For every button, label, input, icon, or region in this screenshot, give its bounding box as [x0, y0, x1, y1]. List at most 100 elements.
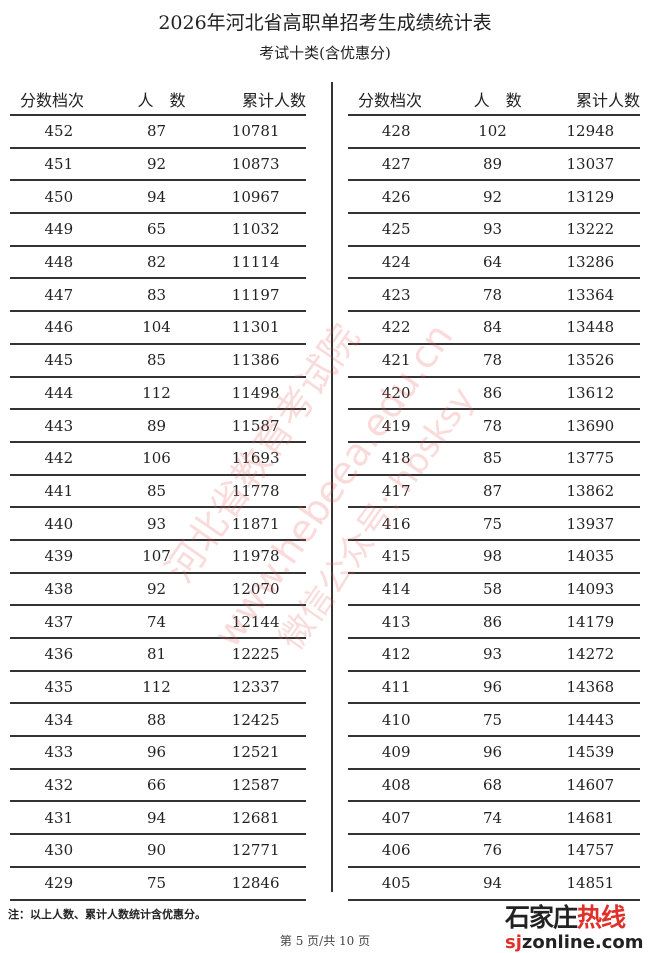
- cell-count: 65: [146, 220, 167, 239]
- cell-score: 421: [381, 351, 411, 370]
- table-row: 448 82 11114: [10, 247, 306, 280]
- cell-score: 407: [381, 808, 411, 827]
- cell-score: 445: [44, 351, 74, 370]
- cell-count: 85: [146, 481, 167, 500]
- score-table-left: 分数档次 人 数 累计人数 452 87 10781 451 92 10873 450 94 1…: [10, 84, 306, 901]
- cell-cumulative: 11871: [231, 514, 280, 533]
- cell-count: 98: [482, 547, 503, 566]
- table-row: 405 94 14851: [348, 868, 640, 901]
- cell-cumulative: 14681: [566, 808, 615, 827]
- cell-count: 92: [146, 155, 167, 174]
- cell-cumulative: 11032: [231, 220, 280, 239]
- cell-score: 440: [44, 514, 74, 533]
- cell-score: 435: [44, 678, 74, 697]
- table-row: 439 107 11978: [10, 541, 306, 574]
- table-row: 447 83 11197: [10, 279, 306, 313]
- table-row: 416 75 13937: [348, 508, 640, 541]
- cell-cumulative: 14179: [566, 612, 615, 631]
- table-row: 428 102 12948: [348, 116, 640, 149]
- cell-cumulative: 11386: [231, 351, 280, 370]
- cell-count: 84: [482, 318, 503, 337]
- header-count: 人 数: [473, 91, 522, 110]
- table-row: 442 106 11693: [10, 443, 306, 476]
- table-row: 434 88 12425: [10, 704, 306, 738]
- cell-cumulative: 13937: [566, 514, 615, 533]
- table-header: 分数档次 人 数 累计人数: [348, 84, 640, 116]
- cell-score: 431: [44, 808, 74, 827]
- cell-score: 411: [381, 678, 411, 697]
- cell-cumulative: 11114: [231, 253, 280, 272]
- cell-count: 102: [478, 122, 507, 141]
- cell-score: 420: [381, 383, 411, 402]
- cell-count: 87: [146, 122, 167, 141]
- cell-count: 94: [482, 874, 503, 893]
- cell-count: 93: [482, 645, 503, 664]
- cell-score: 410: [381, 710, 411, 729]
- cell-cumulative: 14443: [566, 710, 615, 729]
- cell-cumulative: 12225: [231, 645, 280, 664]
- cell-count: 85: [146, 351, 167, 370]
- cell-score: 405: [381, 874, 411, 893]
- cell-cumulative: 13286: [566, 253, 615, 272]
- table-row: 444 112 11498: [10, 378, 306, 411]
- cell-count: 86: [482, 612, 503, 631]
- cell-cumulative: 12771: [231, 841, 280, 860]
- cell-count: 86: [482, 383, 503, 402]
- table-row: 409 96 14539: [348, 737, 640, 770]
- cell-cumulative: 12144: [231, 612, 280, 631]
- cell-count: 81: [146, 645, 167, 664]
- logo-text: sj: [505, 932, 522, 953]
- cell-score: 429: [44, 874, 74, 893]
- cell-count: 68: [482, 776, 503, 795]
- cell-cumulative: 12070: [231, 579, 280, 598]
- cell-cumulative: 13129: [566, 187, 615, 206]
- cell-count: 64: [482, 253, 503, 272]
- cell-cumulative: 12521: [231, 743, 280, 762]
- logo-text: 热线: [577, 903, 626, 932]
- table-row: 411 96 14368: [348, 672, 640, 705]
- cell-score: 409: [381, 743, 411, 762]
- table-header: 分数档次 人 数 累计人数: [10, 84, 306, 116]
- cell-score: 433: [44, 743, 74, 762]
- cell-cumulative: 13775: [566, 449, 615, 468]
- table-row: 446 104 11301: [10, 312, 306, 345]
- table-row: 412 93 14272: [348, 639, 640, 672]
- cell-cumulative: 14368: [566, 678, 615, 697]
- table-row: 423 78 13364: [348, 279, 640, 313]
- cell-count: 93: [482, 220, 503, 239]
- cell-count: 78: [482, 285, 503, 304]
- cell-count: 93: [146, 514, 167, 533]
- table-row: 445 85 11386: [10, 345, 306, 378]
- cell-cumulative: 12681: [231, 808, 280, 827]
- header-score: 分数档次: [358, 91, 423, 110]
- cell-count: 58: [482, 579, 503, 598]
- cell-count: 87: [482, 481, 503, 500]
- sjzonline-logo: 石家庄热线 sjzonline.com: [505, 898, 645, 953]
- cell-score: 412: [381, 645, 411, 664]
- logo-text: 石家庄: [505, 903, 578, 932]
- cell-score: 434: [44, 710, 74, 729]
- cell-cumulative: 14272: [566, 645, 615, 664]
- table-row: 432 66 12587: [10, 770, 306, 803]
- table-row: 427 89 13037: [348, 149, 640, 182]
- cell-score: 436: [44, 645, 74, 664]
- cell-count: 76: [482, 841, 503, 860]
- cell-cumulative: 11693: [231, 449, 280, 468]
- cell-cumulative: 14851: [566, 874, 615, 893]
- cell-count: 75: [146, 874, 167, 893]
- table-body: 428 102 12948 427 89 13037 426 92 13129 425 93 1322…: [348, 116, 640, 901]
- cell-cumulative: 13222: [566, 220, 615, 239]
- cell-count: 75: [482, 710, 503, 729]
- table-row: 419 78 13690: [348, 410, 640, 443]
- cell-cumulative: 14607: [566, 776, 615, 795]
- cell-cumulative: 10967: [231, 187, 280, 206]
- cell-score: 446: [44, 318, 74, 337]
- cell-count: 92: [146, 579, 167, 598]
- cell-cumulative: 12337: [231, 678, 280, 697]
- table-row: 449 65 11032: [10, 214, 306, 247]
- table-row: 421 78 13526: [348, 345, 640, 378]
- cell-count: 106: [142, 449, 171, 468]
- table-row: 429 75 12846: [10, 868, 306, 901]
- cell-count: 88: [146, 710, 167, 729]
- cell-score: 438: [44, 579, 74, 598]
